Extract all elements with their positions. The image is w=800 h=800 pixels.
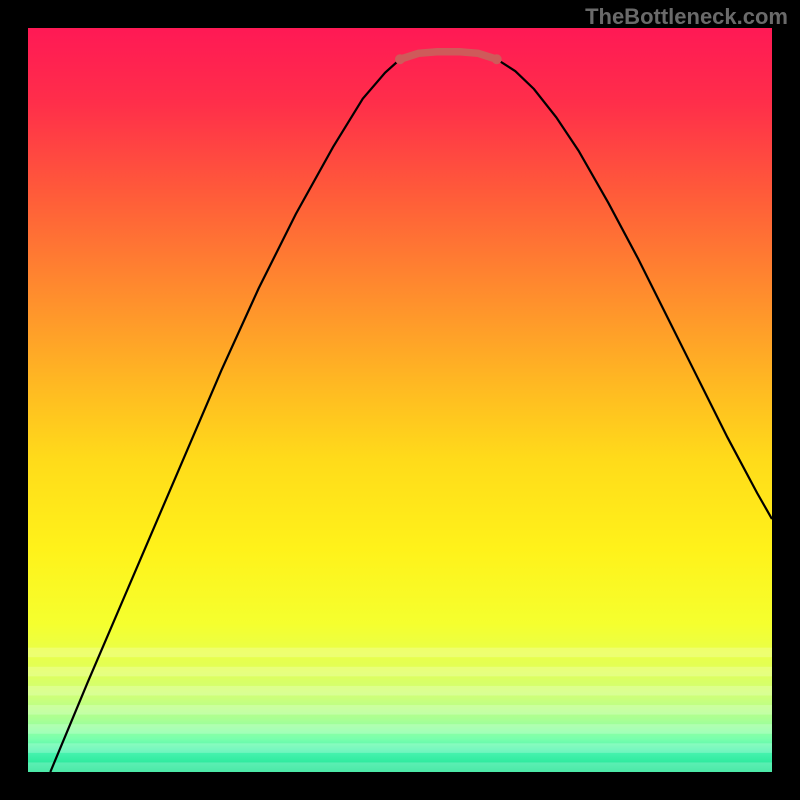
highlight-endpoint-left <box>395 54 405 64</box>
heatmap-svg <box>28 28 772 772</box>
plot-area <box>28 28 772 772</box>
watermark-text: TheBottleneck.com <box>585 4 788 30</box>
chart-container: TheBottleneck.com <box>0 0 800 800</box>
highlight-endpoint-right <box>492 54 502 64</box>
gradient-background <box>28 28 772 772</box>
